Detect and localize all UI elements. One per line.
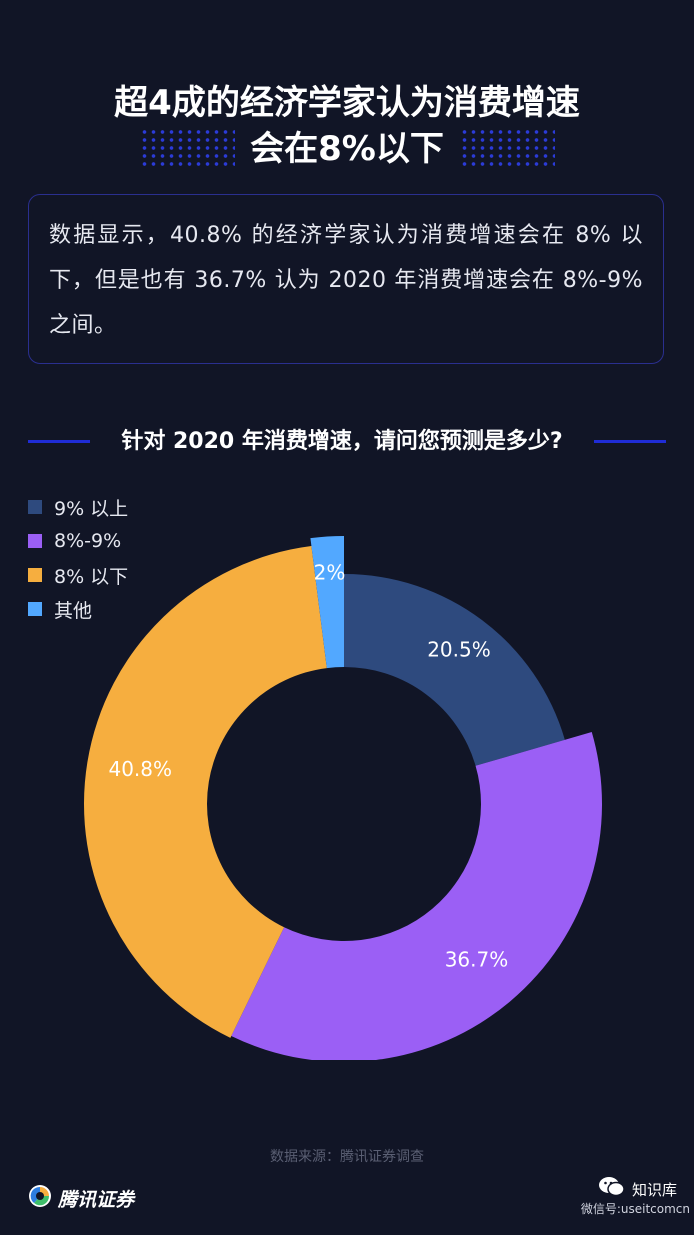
data-label-above-9: 20.5%	[427, 637, 491, 661]
description-text: 数据显示，40.8% 的经济学家认为消费增速会在 8% 以下，但是也有 36.7…	[49, 223, 643, 338]
wechat-label: 知识库	[632, 1180, 678, 1199]
question-divider-right	[594, 440, 666, 443]
legend-swatch-0	[28, 500, 42, 514]
legend-label: 8% 以下	[54, 565, 129, 588]
wechat-id: 微信号:useitcomcn	[580, 1202, 690, 1216]
legend-item: 其他	[28, 592, 128, 626]
chart-legend: 9% 以上 8%-9% 8% 以下 其他	[28, 490, 128, 626]
donut-chart: 20.5% 36.7% 40.8% 2%	[84, 536, 602, 1060]
decorative-dots-right	[460, 128, 555, 168]
tencent-securities-logo-icon	[28, 1184, 52, 1212]
legend-label: 8%-9%	[54, 530, 122, 552]
decorative-dots-left	[140, 128, 235, 168]
title-line-1: 超4成的经济学家认为消费增速	[114, 83, 580, 123]
legend-label: 9% 以上	[54, 497, 129, 520]
data-label-below-8: 40.8%	[108, 757, 172, 781]
legend-item: 9% 以上	[28, 490, 128, 524]
wechat-icon	[598, 1176, 626, 1202]
slice-8-to-9	[231, 732, 602, 1060]
brand: 腾讯证券	[28, 1184, 134, 1212]
title-line-2: 会在8%以下	[250, 129, 444, 169]
legend-swatch-1	[28, 534, 42, 548]
legend-swatch-2	[28, 568, 42, 582]
slice-above-9	[344, 574, 565, 766]
legend-item: 8%-9%	[28, 524, 128, 558]
wechat-badge: 知识库	[598, 1176, 677, 1202]
data-source: 数据来源：腾讯证券调查	[270, 1149, 424, 1165]
slice-below-8	[84, 546, 327, 1038]
legend-swatch-3	[28, 602, 42, 616]
chart-title: 针对 2020 年消费增速，请问您预测是多少?	[121, 429, 563, 454]
brand-label: 腾讯证券	[58, 1188, 135, 1211]
slice-other	[310, 536, 344, 669]
question-divider-left	[28, 440, 90, 443]
legend-label: 其他	[54, 599, 93, 622]
data-label-8-to-9: 36.7%	[445, 948, 509, 972]
description-box: 数据显示，40.8% 的经济学家认为消费增速会在 8% 以下，但是也有 36.7…	[28, 194, 664, 364]
legend-item: 8% 以下	[28, 558, 128, 592]
data-label-other: 2%	[314, 560, 346, 584]
